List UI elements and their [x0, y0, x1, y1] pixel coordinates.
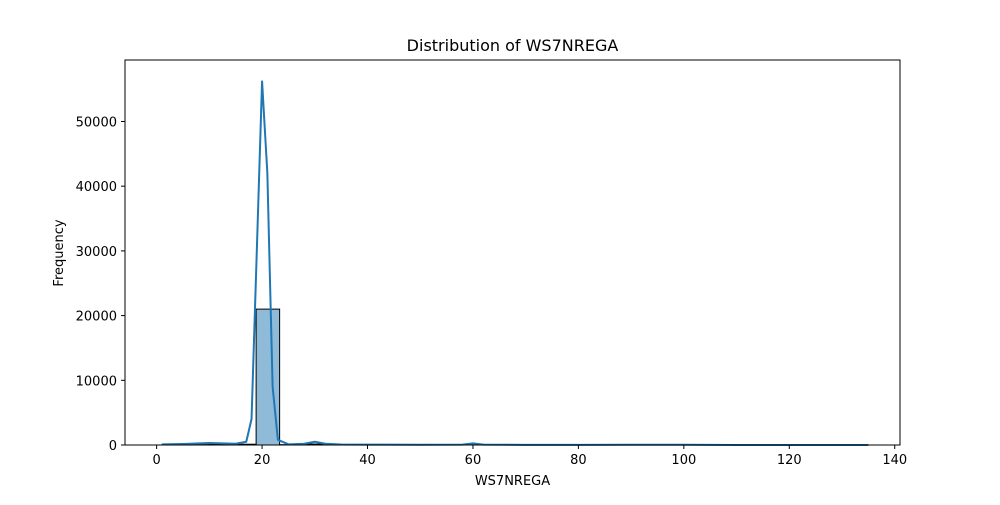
y-tick-label-10000: 10000	[76, 374, 117, 389]
x-tick-label-0: 0	[152, 453, 160, 468]
y-tick-label-40000: 40000	[76, 180, 117, 195]
x-tick-label-100: 100	[671, 453, 696, 468]
x-tick-label-80: 80	[570, 453, 587, 468]
y-tick-label-30000: 30000	[76, 245, 117, 260]
x-tick-label-40: 40	[359, 453, 376, 468]
y-tick-label-20000: 20000	[76, 310, 117, 325]
x-tick-label-140: 140	[882, 453, 907, 468]
y-tick-label-50000: 50000	[76, 115, 117, 130]
chart-title: Distribution of WS7NREGA	[407, 36, 619, 55]
y-tick-label-0: 0	[109, 439, 117, 454]
x-tick-label-60: 60	[465, 453, 482, 468]
x-axis-label: WS7NREGA	[475, 474, 550, 489]
y-axis-label: Frequency	[52, 219, 67, 286]
x-tick-label-20: 20	[254, 453, 271, 468]
x-tick-label-120: 120	[777, 453, 802, 468]
